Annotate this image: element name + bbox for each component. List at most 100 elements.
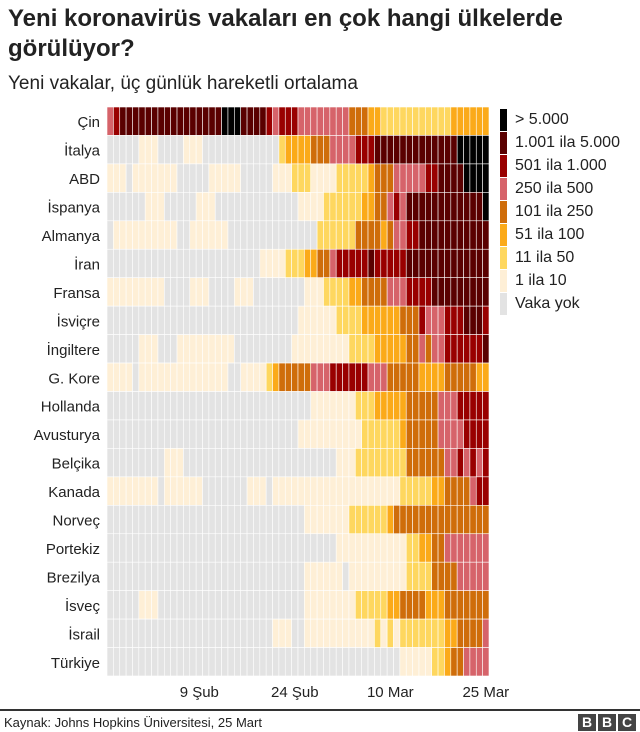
heatmap-cell bbox=[132, 135, 140, 165]
country-label: Türkiye bbox=[51, 655, 100, 672]
heatmap-cell bbox=[418, 334, 426, 364]
heatmap-cell bbox=[450, 561, 458, 591]
heatmap-cell bbox=[170, 248, 178, 279]
legend-label: 1 ila 10 bbox=[515, 271, 567, 289]
heatmap-cell bbox=[170, 448, 178, 478]
heatmap-cell bbox=[164, 305, 171, 335]
heatmap-cell bbox=[323, 618, 331, 648]
heatmap-cell bbox=[329, 163, 337, 193]
heatmap-cell bbox=[246, 476, 254, 506]
legend-item: Vaka yok bbox=[500, 292, 620, 315]
heatmap-cell bbox=[240, 391, 248, 421]
heatmap-cell bbox=[291, 248, 299, 279]
heatmap-cell bbox=[176, 391, 184, 421]
heatmap-cell bbox=[431, 163, 439, 193]
legend-swatch bbox=[500, 246, 507, 269]
heatmap-cell bbox=[208, 647, 216, 677]
heatmap-cell bbox=[399, 561, 407, 591]
heatmap-cell bbox=[183, 277, 191, 307]
heatmap-cell bbox=[138, 192, 146, 222]
heatmap-cell bbox=[386, 533, 394, 563]
heatmap-cell bbox=[259, 391, 267, 421]
heatmap-cell bbox=[412, 220, 420, 250]
heatmap-cell bbox=[335, 362, 343, 392]
heatmap-cell bbox=[106, 334, 114, 364]
heatmap-cell bbox=[374, 135, 382, 165]
heatmap-cell bbox=[189, 106, 197, 136]
heatmap-cell bbox=[386, 476, 394, 506]
heatmap-cell bbox=[119, 476, 127, 506]
heatmap-cell bbox=[380, 305, 388, 335]
heatmap-cell bbox=[106, 504, 114, 535]
heatmap-cell bbox=[272, 419, 280, 449]
heatmap-cell bbox=[240, 334, 248, 364]
heatmap-cell bbox=[253, 135, 261, 165]
heatmap-cell bbox=[450, 476, 458, 506]
heatmap-cell bbox=[444, 476, 452, 506]
heatmap-cell bbox=[164, 561, 171, 591]
heatmap-cell bbox=[412, 135, 420, 165]
heatmap-cell bbox=[316, 590, 324, 620]
heatmap-cell bbox=[246, 448, 254, 478]
heatmap-cell bbox=[170, 220, 178, 250]
heatmap-cell bbox=[329, 192, 337, 222]
heatmap-cell bbox=[125, 391, 133, 421]
heatmap-cell bbox=[450, 504, 458, 535]
heatmap-cell bbox=[272, 476, 280, 506]
heatmap-cell bbox=[367, 647, 375, 677]
heatmap-cell bbox=[463, 590, 471, 620]
heatmap-cell bbox=[138, 561, 146, 591]
heatmap-cell bbox=[335, 391, 343, 421]
heatmap-cell bbox=[113, 135, 121, 165]
heatmap-cell bbox=[348, 106, 356, 136]
heatmap-cell bbox=[189, 618, 197, 648]
heatmap-cell bbox=[475, 334, 483, 364]
heatmap-cell bbox=[119, 391, 127, 421]
heatmap-cell bbox=[463, 135, 471, 165]
heatmap-cell bbox=[374, 305, 382, 335]
heatmap-cell bbox=[234, 618, 241, 648]
heatmap-cell bbox=[284, 135, 292, 165]
heatmap-cell bbox=[284, 248, 292, 279]
heatmap-cell bbox=[444, 419, 452, 449]
heatmap-cell bbox=[444, 618, 452, 648]
heatmap-cell bbox=[195, 476, 203, 506]
heatmap-cell bbox=[437, 362, 445, 392]
heatmap-cell bbox=[265, 248, 273, 279]
heatmap-cell bbox=[374, 248, 382, 279]
heatmap-cell bbox=[106, 419, 114, 449]
heatmap-cell bbox=[246, 277, 254, 307]
heatmap-cell bbox=[164, 448, 171, 478]
heatmap-cell bbox=[164, 220, 171, 250]
heatmap-cell bbox=[329, 618, 337, 648]
heatmap-cell bbox=[354, 647, 362, 677]
heatmap-cell bbox=[106, 362, 114, 392]
heatmap-cell bbox=[437, 248, 445, 279]
heatmap-cell bbox=[399, 192, 407, 222]
heatmap-cell bbox=[342, 305, 350, 335]
heatmap-cell bbox=[208, 192, 216, 222]
heatmap-cell bbox=[240, 561, 248, 591]
heatmap-cell bbox=[335, 618, 343, 648]
heatmap-cell bbox=[240, 476, 248, 506]
heatmap-cell bbox=[316, 305, 324, 335]
heatmap-cell bbox=[354, 362, 362, 392]
heatmap-cell bbox=[456, 391, 464, 421]
heatmap-cell bbox=[234, 561, 241, 591]
heatmap-cell bbox=[189, 504, 197, 535]
heatmap-cell bbox=[183, 504, 191, 535]
heatmap-cell bbox=[316, 533, 324, 563]
heatmap-cell bbox=[157, 504, 165, 535]
heatmap-cell bbox=[475, 618, 483, 648]
heatmap-cell bbox=[323, 476, 331, 506]
heatmap-cell bbox=[361, 106, 369, 136]
heatmap-cell bbox=[189, 419, 197, 449]
heatmap-cell bbox=[393, 618, 401, 648]
heatmap-cell bbox=[272, 590, 280, 620]
heatmap-cell bbox=[437, 334, 445, 364]
heatmap-cell bbox=[113, 277, 121, 307]
heatmap-cell bbox=[234, 590, 241, 620]
heatmap-cell bbox=[335, 248, 343, 279]
heatmap-cell bbox=[323, 248, 331, 279]
heatmap-cell bbox=[348, 362, 356, 392]
